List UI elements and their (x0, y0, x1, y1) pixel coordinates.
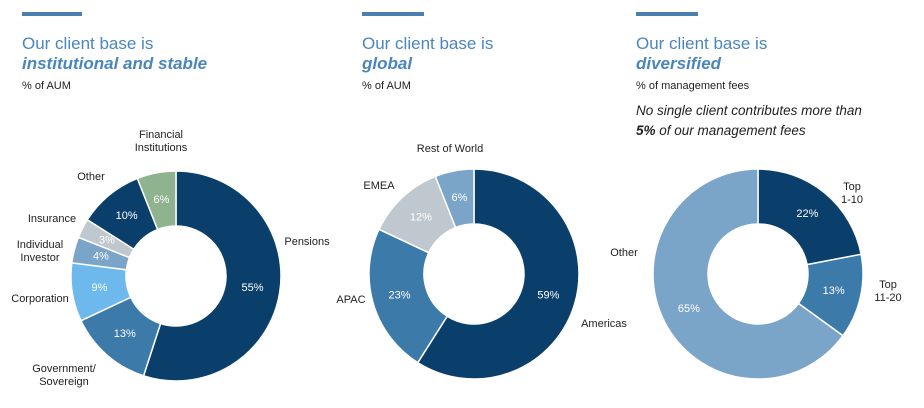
slice-apac (368, 228, 449, 364)
accent-bar (636, 12, 698, 16)
slice-value-corporation: 9% (92, 282, 108, 294)
panel-subtitle: % of AUM (22, 80, 71, 92)
slice-value-government-sovereign: 13% (114, 328, 136, 340)
slice-other (652, 168, 844, 380)
slice-category-financial-institutions: Financial Institutions (135, 129, 188, 154)
note-line1: No single client contributes more than (636, 103, 862, 118)
accent-bar (362, 12, 424, 16)
title-line2: institutional and stable (22, 54, 208, 73)
slice-value-rest-of-world: 6% (452, 192, 468, 204)
slice-pensions (142, 170, 282, 382)
title-line2: diversified (636, 54, 722, 73)
donut-chart-2: 59% Americas 23% APAC 12% EMEA 6% Rest of World (336, 143, 627, 380)
diversification-note: No single client contributes more than 5… (636, 101, 862, 141)
slice-rest-of-world (434, 168, 475, 229)
slice-category-rest-of-world: Rest of World (417, 143, 483, 155)
slice-value-apac: 23% (389, 290, 411, 302)
panel-title: Our client base is diversified (636, 34, 767, 74)
panel-institutional: Our client base is institutional and sta… (0, 0, 310, 408)
slice-category-individual-investor: Individual Investor (17, 239, 63, 264)
title-line1: Our client base is (636, 34, 768, 53)
slice-value-insurance: 3% (99, 235, 115, 247)
slice-category-apac: APAC (336, 294, 365, 306)
donut-chart-1: 55% Pensions 13% Government/Sovereign 9% Corp… (11, 129, 330, 388)
slice-category-americas: Americas (581, 318, 627, 330)
slice-category-top-11-20: Top 11-20 (874, 279, 901, 304)
panel-diversified: Our client base is diversified % of mana… (620, 0, 924, 408)
slice-americas (416, 168, 580, 380)
slice-value-financial-institutions: 6% (154, 194, 170, 206)
slice-category-government-sovereign: Government/Sovereign (32, 363, 97, 388)
slice-value-top-1-10: 22% (796, 208, 818, 220)
slice-category-pensions: Pensions (284, 236, 330, 248)
slice-value-emea: 12% (410, 211, 432, 223)
slice-value-pensions: 55% (242, 282, 264, 294)
slice-financial-institutions (136, 170, 177, 231)
slice-value-americas: 59% (537, 290, 559, 302)
title-line1: Our client base is (22, 34, 154, 53)
note-line2: 5% of our management fees (636, 121, 862, 141)
panel-subtitle: % of management fees (636, 80, 750, 92)
slice-top-1-10 (757, 168, 863, 266)
slice-value-other: 10% (116, 210, 138, 222)
panel-title: Our client base is global (362, 34, 493, 74)
note-rest: of our management fees (655, 123, 806, 138)
slice-category-other: Other (610, 247, 638, 259)
slice-category-insurance: Insurance (28, 213, 76, 225)
slice-category-corporation: Corporation (11, 293, 68, 305)
panel-subtitle: % of AUM (362, 80, 411, 92)
slice-category-emea: EMEA (363, 180, 395, 192)
title-line1: Our client base is (362, 34, 494, 53)
title-line2: global (362, 54, 413, 73)
slice-category-other: Other (77, 171, 105, 183)
panel-title: Our client base is institutional and sta… (22, 34, 207, 74)
donut-chart-3: 22% Top 1-10 13% Top 11-20 65% Other (610, 168, 902, 380)
slice-value-other: 65% (678, 303, 700, 315)
panel-global: Our client base is global % of AUM (310, 0, 620, 408)
slice-category-top-1-10: Top 1-10 (841, 181, 863, 206)
slice-value-top-11-20: 13% (823, 285, 845, 297)
note-bold: 5% (636, 123, 656, 138)
accent-bar (22, 12, 82, 16)
slice-value-individual-investor: 4% (93, 251, 109, 263)
